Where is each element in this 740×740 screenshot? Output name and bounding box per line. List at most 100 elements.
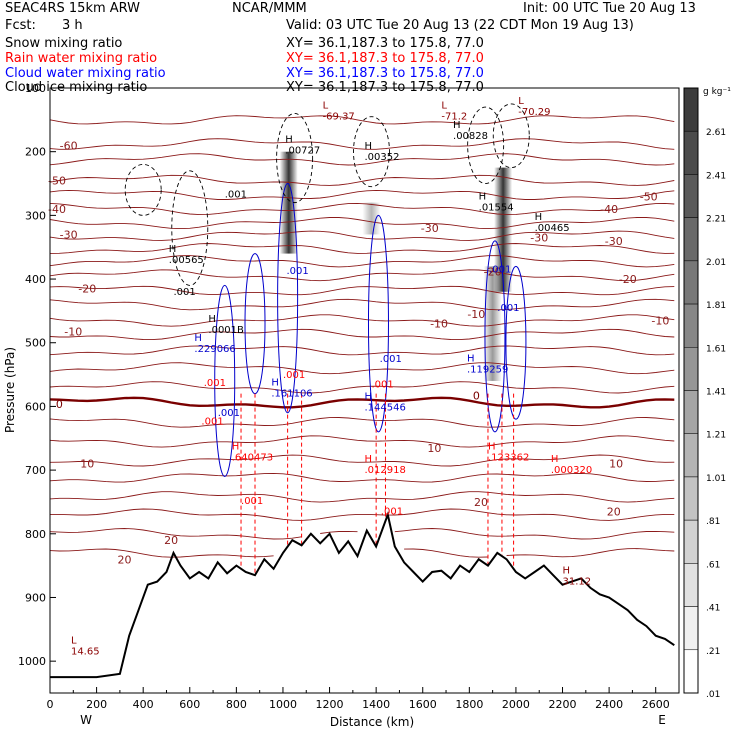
extremum-mark: L — [518, 96, 524, 107]
x-tick-label: 200 — [86, 698, 107, 711]
extremum-mark: H — [271, 378, 279, 389]
extremum-value: .00828 — [453, 131, 488, 142]
colorbar-label: 2.01 — [706, 258, 726, 268]
extremum-mark: H — [285, 134, 293, 145]
isotherm-line — [49, 230, 675, 241]
snow-ice-contour — [276, 113, 314, 204]
isotherm-line — [49, 435, 675, 448]
cloud-ice-column — [483, 266, 502, 381]
isotherm-label: -10 — [64, 325, 82, 338]
y-tick-label: 100 — [25, 82, 46, 95]
extremum-value: .144546 — [365, 403, 406, 414]
x-tick-label: 600 — [179, 698, 200, 711]
contour-value-label: .001 — [371, 379, 393, 390]
extremum-mark: H — [208, 314, 216, 325]
isotherm-label: -10 — [467, 308, 485, 321]
field-label-rain: Rain water mixing ratio — [5, 51, 158, 66]
extremum-mark: H — [365, 392, 373, 403]
isotherm-line — [49, 138, 675, 150]
colorbar-bin — [683, 217, 699, 262]
colorbar-label: 2.41 — [706, 171, 726, 181]
isotherm-label: -10 — [651, 314, 669, 327]
contour-value-label: .001 — [286, 266, 308, 277]
cloud-water-contour — [214, 284, 236, 477]
cloud-water-contour — [367, 214, 389, 433]
colorbar-label: 1.81 — [706, 301, 726, 311]
isotherm-label: 20 — [118, 553, 132, 566]
isotherm-label: -30 — [421, 222, 439, 235]
extremum-mark: L — [441, 101, 447, 112]
extremum-mark: H — [194, 333, 202, 344]
colorbar: 2.61 2.41 2.21 2.01 1.81 1.61 1.41 1.21 1.01 .81.… — [683, 87, 726, 700]
x-tick-label: 1800 — [455, 698, 483, 711]
contour-value-label: .001 — [380, 354, 402, 365]
cloud-water-contour — [277, 183, 299, 414]
snow-ice-contour — [492, 103, 530, 169]
center-title: NCAR/MMM — [232, 1, 307, 16]
isotherm-label: 20 — [607, 506, 621, 519]
colorbar-label: 1.41 — [706, 388, 726, 398]
field-xy-cloud-water: XY= 36.1,187.3 to 175.8, 77.0 — [286, 66, 484, 81]
contour-value-label: .001 — [204, 378, 226, 389]
init-time: Init: 00 UTC Tue 20 Aug 13 — [523, 1, 696, 16]
isotherm-line — [49, 396, 675, 409]
isotherm-line — [49, 217, 675, 230]
colorbar-label: 2.21 — [706, 215, 726, 225]
field-label-snow: Snow mixing ratio — [5, 36, 123, 51]
x-end-label-west: W — [80, 713, 92, 727]
y-tick-label: 400 — [25, 273, 46, 286]
contour-value-label: .001 — [489, 265, 511, 276]
extremum-value: .229066 — [194, 344, 235, 355]
isotherm-line — [49, 243, 675, 254]
colorbar-bin — [683, 476, 699, 521]
cloud-water-contour — [244, 253, 266, 395]
isotherm-lines — [49, 115, 675, 558]
isotherm-label: 10 — [609, 458, 623, 471]
isotherm-line — [49, 255, 675, 268]
extremum-mark: H — [365, 141, 373, 152]
field-xy-rain: XY= 36.1,187.3 to 175.8, 77.0 — [286, 51, 484, 66]
isotherm-line — [49, 454, 675, 467]
colorbar-label: 1.61 — [706, 344, 726, 354]
extremum-value: .000320 — [551, 465, 592, 476]
colorbar-bin — [683, 130, 699, 175]
x-tick-label: 2400 — [595, 698, 623, 711]
cloud-ice-column — [279, 151, 298, 254]
extremum-value: -71.2 — [441, 112, 467, 123]
extremum-value: .0001B — [208, 325, 244, 336]
colorbar-bin — [683, 606, 699, 651]
isotherm-label: -30 — [605, 235, 623, 248]
isotherm-label: 10 — [80, 458, 94, 471]
extremum-value: .00565 — [169, 255, 204, 266]
colorbar-label: .21 — [706, 647, 720, 657]
fcst-value: 3 h — [62, 18, 83, 33]
extremum-mark: H — [488, 441, 496, 452]
isotherm-label: -30 — [60, 228, 78, 241]
isotherm-line — [49, 381, 675, 394]
y-tick-label: 1000 — [18, 655, 46, 668]
extremum-mark: H — [479, 192, 487, 203]
snow-ice-contour — [124, 163, 162, 216]
colorbar-label: .61 — [706, 560, 720, 570]
extremum-mark: H — [467, 353, 475, 364]
isotherm-line — [49, 285, 675, 296]
isotherm-line — [49, 362, 675, 375]
y-tick-label: 200 — [25, 146, 46, 159]
isotherm-label: -50 — [48, 174, 66, 187]
x-tick-label: 400 — [133, 698, 154, 711]
isotherm-label: -50 — [640, 190, 658, 203]
colorbar-bin — [683, 260, 699, 305]
fcst-label: Fcst: — [5, 18, 36, 33]
snow-ice-contour — [353, 116, 390, 188]
extremum-value: .00352 — [365, 152, 400, 163]
extremum-mark: L — [71, 636, 77, 647]
extremum-value: .123362 — [488, 452, 529, 463]
isotherm-label: -60 — [60, 139, 78, 152]
cloud-ice-shading — [279, 151, 513, 381]
isotherm-label: -20 — [619, 273, 637, 286]
x-tick-label: 0 — [47, 698, 54, 711]
colorbar-bin — [683, 519, 699, 564]
colorbar-unit: g kg⁻¹ — [703, 87, 731, 97]
colorbar-label: .81 — [706, 517, 720, 527]
